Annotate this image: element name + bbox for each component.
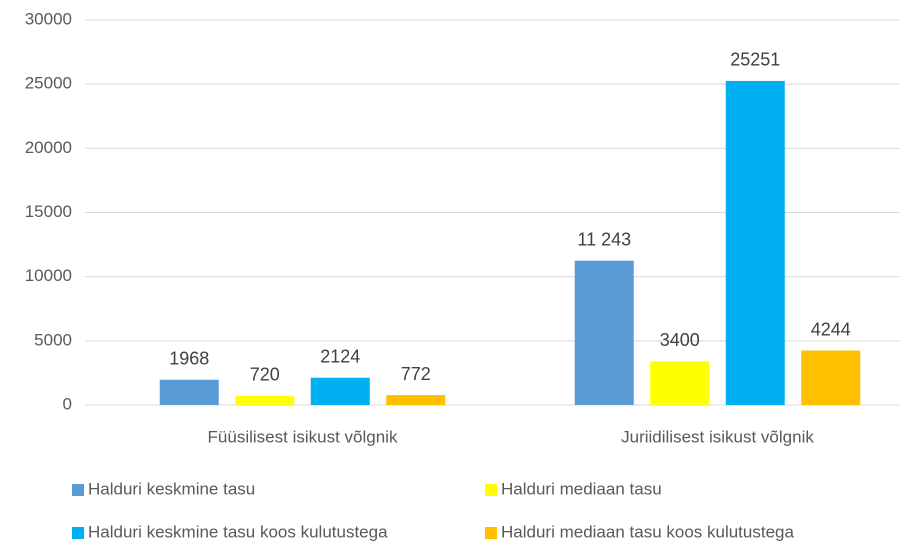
y-tick-label: 25000	[25, 74, 72, 93]
legend-swatch	[72, 527, 84, 539]
x-tick-label: Juriidilisest isikust võlgnik	[621, 427, 814, 446]
y-tick-label: 30000	[25, 9, 72, 28]
legend-label: Halduri keskmine tasu	[88, 479, 255, 498]
legend-swatch	[485, 484, 497, 496]
value-label: 720	[250, 365, 280, 385]
value-label: 11 243	[577, 229, 631, 249]
bar	[235, 395, 295, 405]
legend-label: Halduri keskmine tasu koos kulutustega	[88, 522, 388, 541]
legend-label: Halduri mediaan tasu koos kulutustega	[501, 522, 794, 541]
y-tick-label: 0	[63, 394, 72, 413]
bar	[159, 379, 219, 405]
y-tick-label: 10000	[25, 266, 72, 285]
legend-swatch	[485, 527, 497, 539]
bar	[574, 260, 634, 405]
value-label: 772	[401, 364, 431, 384]
value-label: 2124	[320, 346, 360, 366]
legend-label: Halduri mediaan tasu	[501, 479, 662, 498]
value-label: 1968	[169, 348, 209, 368]
value-label: 3400	[660, 330, 700, 350]
bar	[801, 350, 861, 405]
x-tick-label: Füüsilisest isikust võlgnik	[208, 427, 398, 446]
legend-swatch	[72, 484, 84, 496]
y-tick-label: 5000	[34, 330, 72, 349]
bar	[650, 361, 710, 405]
value-label: 25251	[730, 50, 780, 70]
bar	[725, 80, 785, 406]
y-tick-label: 15000	[25, 202, 72, 221]
bar	[310, 377, 370, 405]
bar	[386, 395, 446, 405]
value-label: 4244	[811, 319, 851, 339]
y-tick-label: 20000	[25, 138, 72, 157]
